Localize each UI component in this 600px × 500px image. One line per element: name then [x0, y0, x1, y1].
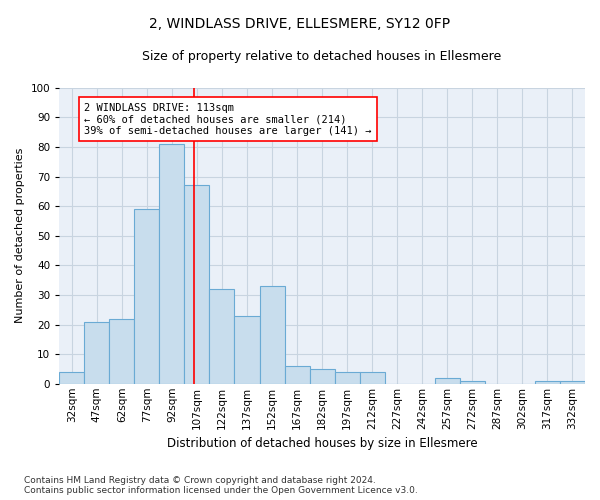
Text: 2, WINDLASS DRIVE, ELLESMERE, SY12 0FP: 2, WINDLASS DRIVE, ELLESMERE, SY12 0FP [149, 18, 451, 32]
Bar [260, 286, 284, 384]
Bar [359, 372, 385, 384]
Bar [84, 322, 109, 384]
Bar [284, 366, 310, 384]
Bar [435, 378, 460, 384]
Text: 2 WINDLASS DRIVE: 113sqm
← 60% of detached houses are smaller (214)
39% of semi-: 2 WINDLASS DRIVE: 113sqm ← 60% of detach… [84, 102, 372, 136]
Bar [209, 289, 235, 384]
Bar [160, 144, 184, 384]
Bar [184, 186, 209, 384]
Bar [335, 372, 359, 384]
Title: Size of property relative to detached houses in Ellesmere: Size of property relative to detached ho… [142, 50, 502, 63]
Bar [310, 369, 335, 384]
Bar [59, 372, 84, 384]
Text: Contains HM Land Registry data © Crown copyright and database right 2024.
Contai: Contains HM Land Registry data © Crown c… [24, 476, 418, 495]
Y-axis label: Number of detached properties: Number of detached properties [15, 148, 25, 324]
Bar [109, 318, 134, 384]
Bar [134, 209, 160, 384]
Bar [535, 381, 560, 384]
Bar [560, 381, 585, 384]
Bar [235, 316, 260, 384]
X-axis label: Distribution of detached houses by size in Ellesmere: Distribution of detached houses by size … [167, 437, 478, 450]
Bar [460, 381, 485, 384]
